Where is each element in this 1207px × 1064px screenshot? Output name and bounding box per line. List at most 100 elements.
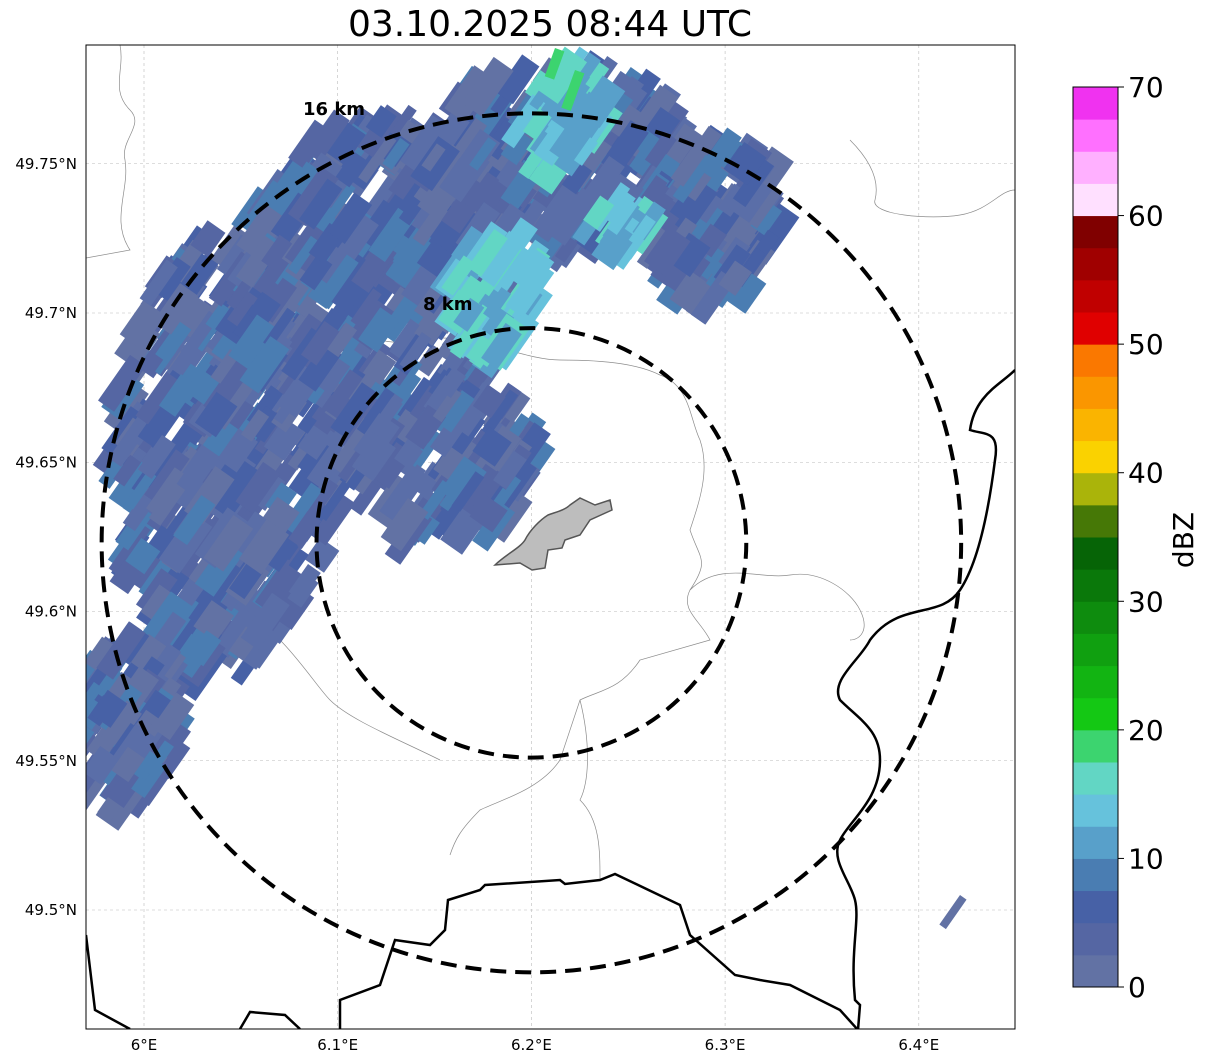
echo-cell [501,94,546,149]
ring-label-16km: 16 km [303,99,365,120]
echo-cell [325,121,366,166]
echo-cell [119,300,166,350]
echo-cell [583,195,615,230]
echo-cell [194,391,238,438]
colorbar-band [1073,215,1118,249]
x-tick-label: 6°E [131,1036,158,1054]
echo-cell [472,384,506,419]
colorbar-band [1073,408,1118,442]
colorbar-band [1073,697,1118,731]
echo-cell [395,464,426,501]
echo-cell [238,519,290,575]
echo-cell [385,232,436,289]
echo-cell [304,537,340,573]
echo-cell [560,92,602,145]
echo-cell [158,374,198,417]
echo-cell [93,700,140,757]
colorbar-band [1073,633,1118,667]
echo-cell [288,564,321,601]
echo-cell [606,198,638,235]
echo-cell [726,270,767,314]
echo-cell [530,184,581,243]
echo-cell [98,354,147,412]
echo-cell [231,186,267,231]
echo-cell [495,54,540,105]
echo-cell [724,142,767,186]
echo-cell [297,424,332,460]
y-tick-label: 49.55°N [15,752,77,770]
echo-cell [300,320,341,366]
echo-cell [449,304,494,359]
echo-cell [210,459,263,519]
echo-cell [239,336,290,394]
echo-cell [718,260,752,296]
y-tick-label: 49.65°N [15,453,77,471]
echo-cell [421,143,446,172]
echo-cell [468,137,497,172]
colorbar-band [1073,183,1118,217]
echo-cell [305,479,339,521]
echo-cell [213,606,257,659]
colorbar-tick-label: 0 [1128,971,1146,1004]
echo-cell [193,600,235,642]
echo-cell [358,307,400,353]
echo-cell [124,470,157,510]
colorbar-band [1073,762,1118,795]
colorbar-band [1073,87,1118,120]
colorbar-band [1073,312,1118,345]
colorbar-band [1073,954,1118,988]
echo-cell [500,154,548,210]
echo-cell [639,84,679,127]
echo-cell [493,450,527,490]
echo-cell [327,322,358,358]
echo-cell [111,746,145,783]
echo-cell [358,134,397,184]
echo-cell [696,192,723,224]
colorbar-band [1073,729,1118,763]
echo-cell [113,454,142,487]
echo-cell [144,449,190,505]
echo-cell [510,246,555,294]
radar-echoes [86,46,967,930]
echo-cell [203,514,254,572]
echo-cell [591,221,637,271]
echo-cell [205,302,231,331]
echo-cell [433,445,471,484]
echo-cell [441,255,476,296]
echo-cell [129,633,167,674]
colorbar-band [1073,376,1118,409]
echo-cell [481,322,522,370]
colorbar-band [1073,247,1118,281]
echo-cell [174,444,221,496]
echo-cell [137,403,176,447]
y-tick-label: 49.75°N [15,155,77,173]
echo-cell [322,369,370,422]
echo-cell [535,46,588,104]
echo-cell [327,192,373,244]
echo-cell [235,235,281,288]
echo-cell [387,104,417,140]
echo-cell [747,187,781,229]
echo-cell [240,409,270,442]
echo-cell [698,127,742,179]
colorbar-tick-label: 20 [1128,714,1164,747]
echo-cell [217,428,259,473]
echo-cell [155,320,192,364]
echo-cell [190,220,226,258]
range-ring [99,111,964,975]
echo-cell [644,226,691,277]
echo-cell [353,412,400,465]
echo-cell [152,256,191,301]
range-ring [314,326,749,760]
echo-cell [312,179,356,233]
echo-cell [228,314,277,370]
echo-cell [453,297,485,332]
echo-cell [188,630,222,667]
colorbar-band [1073,794,1118,827]
echo-cell [240,592,290,650]
echo-cell [235,461,281,514]
colorbar-tick-label: 30 [1128,585,1164,618]
echo-cell [139,259,178,306]
echo-cell [432,387,462,423]
